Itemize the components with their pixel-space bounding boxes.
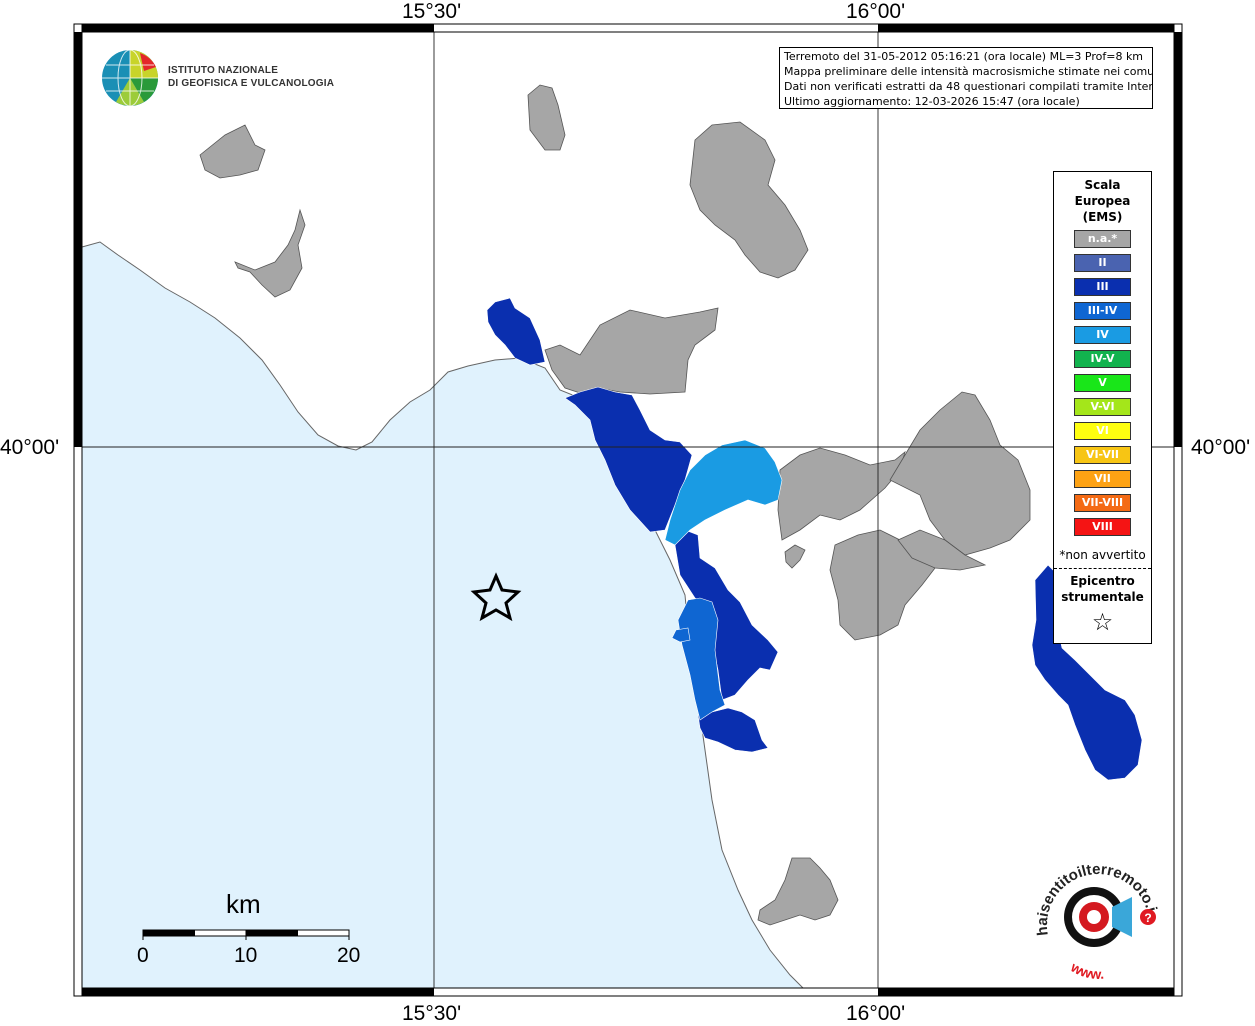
area-north xyxy=(544,307,719,395)
legend-item-6: V xyxy=(1074,374,1131,392)
area-east-2 xyxy=(889,391,1031,556)
legend-item-5: IV-V xyxy=(1074,350,1131,368)
lon-label-bottom-1: 15°30' xyxy=(402,1002,462,1025)
legend-epicenter-label: Epicentro strumentale xyxy=(1054,573,1151,605)
haisentito-logo: haisentitoilterremoto.it www. ? xyxy=(1030,855,1160,982)
legend-item-2: III xyxy=(1074,278,1131,296)
ingv-line-2: DI GEOFISICA E VULCANOLOGIA xyxy=(168,78,335,89)
area-iii-4 xyxy=(697,707,769,753)
map-frame xyxy=(73,23,1183,997)
municipalities-iii-iv xyxy=(671,597,726,721)
legend-title-3: (EMS) xyxy=(1082,210,1123,224)
legend-item-3: III-IV xyxy=(1074,302,1131,320)
lat-label-right: 40°00' xyxy=(1191,436,1251,459)
lon-label-top-2: 16°00' xyxy=(846,0,906,23)
ingv-name: ISTITUTO NAZIONALE DI GEOFISICA E VULCAN… xyxy=(168,64,334,90)
legend-title-1: Scala xyxy=(1084,178,1121,192)
legend-swatches: n.a.* II III III-IV IV IV-V V V-VI VI VI-VII VII VI… xyxy=(1054,230,1151,536)
lat-label-left: 40°00' xyxy=(0,436,60,459)
event-info-line-2: Mappa preliminare delle intensità macros… xyxy=(784,65,1153,78)
help-icon xyxy=(1140,909,1156,925)
area-small xyxy=(784,544,806,569)
globe-icon xyxy=(102,49,158,107)
island-3 xyxy=(527,84,566,151)
municipalities-iii xyxy=(486,297,1143,781)
graticule xyxy=(74,28,1182,992)
legend-item-8: VI xyxy=(1074,422,1131,440)
area-stromboli xyxy=(689,121,809,279)
svg-text:?: ? xyxy=(1144,911,1151,925)
lon-label-bottom-2: 16°00' xyxy=(846,1002,906,1025)
scale-tick-0: 0 xyxy=(137,944,149,967)
lon-label-top-1: 15°30' xyxy=(402,0,462,23)
legend-epicenter-line-1: Epicentro xyxy=(1070,574,1135,588)
municipalities-na xyxy=(199,84,1031,926)
legend-note: *non avvertito xyxy=(1059,548,1146,562)
legend-item-4: IV xyxy=(1074,326,1131,344)
legend-item-7: V-VI xyxy=(1074,398,1131,416)
legend-item-12: VIII xyxy=(1074,518,1131,536)
legend-epicenter-line-2: strumentale xyxy=(1061,590,1144,604)
scale-tick-20: 20 xyxy=(337,944,361,967)
ingv-line-1: ISTITUTO NAZIONALE xyxy=(168,65,279,76)
scale-bar xyxy=(142,929,350,940)
intensity-legend: Scala Europea (EMS) n.a.* II III III-IV IV IV… xyxy=(1053,171,1152,644)
area-east-1 xyxy=(777,447,906,541)
haisentito-www: www. xyxy=(1067,958,1104,982)
megaphone-icon xyxy=(1112,897,1132,937)
event-info-line-3: Dati non verificati estratti da 48 quest… xyxy=(784,80,1153,93)
island-1 xyxy=(199,124,266,179)
area-iii-1 xyxy=(486,297,546,366)
legend-item-0: n.a.* xyxy=(1074,230,1131,248)
legend-title-2: Europea xyxy=(1074,194,1131,208)
scale-tick-10: 10 xyxy=(234,944,258,967)
area-east-3 xyxy=(829,529,936,641)
legend-item-9: VI-VII xyxy=(1074,446,1131,464)
legend-item-11: VII-VIII xyxy=(1074,494,1131,512)
legend-divider xyxy=(1054,568,1151,569)
event-info-box: Terremoto del 31-05-2012 05:16:21 (ora l… xyxy=(779,47,1153,109)
area-iiiiv-2 xyxy=(671,627,691,643)
scale-title: km xyxy=(226,889,261,919)
area-east-4 xyxy=(897,529,987,571)
island-2 xyxy=(234,208,306,298)
event-info-line-1: Terremoto del 31-05-2012 05:16:21 (ora l… xyxy=(784,50,1144,63)
legend-item-10: VII xyxy=(1074,470,1131,488)
event-info-line-4: Ultimo aggiornamento: 12-03-2026 15:47 (… xyxy=(784,95,1080,108)
legend-star-icon: ☆ xyxy=(1091,608,1114,636)
legend-title: Scala Europea (EMS) xyxy=(1054,177,1151,225)
epicenter-star-icon xyxy=(470,572,522,622)
legend-item-1: II xyxy=(1074,254,1131,272)
ingv-logo: ISTITUTO NAZIONALE DI GEOFISICA E VULCAN… xyxy=(100,47,334,109)
area-iiiiv-1 xyxy=(677,597,726,721)
area-south xyxy=(757,857,839,926)
